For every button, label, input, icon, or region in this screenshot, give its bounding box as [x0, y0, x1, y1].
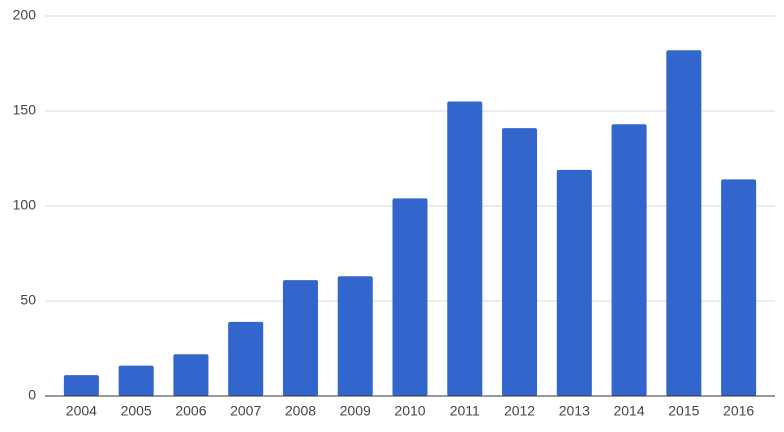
x-tick-label: 2015	[668, 403, 699, 419]
bar	[118, 365, 154, 396]
y-tick-label: 50	[20, 292, 36, 308]
y-tick-label: 100	[13, 197, 37, 213]
x-tick-label: 2005	[121, 403, 152, 419]
x-tick-label: 2009	[340, 403, 371, 419]
bar	[611, 124, 647, 397]
bar	[447, 101, 483, 396]
x-tick-label: 2006	[175, 403, 206, 419]
bar	[556, 169, 592, 396]
y-tick-label: 0	[28, 387, 36, 403]
bar	[63, 375, 99, 396]
bar	[282, 280, 318, 396]
x-tick-label: 2007	[230, 403, 261, 419]
x-tick-label: 2012	[504, 403, 535, 419]
x-tick-label: 2004	[66, 403, 97, 419]
y-tick-label: 200	[13, 7, 37, 23]
x-tick-label: 2013	[559, 403, 590, 419]
bar	[337, 276, 373, 396]
x-tick-label: 2016	[723, 403, 754, 419]
bar	[228, 321, 264, 396]
x-tick-label: 2008	[285, 403, 316, 419]
bar	[666, 50, 702, 396]
bar	[721, 179, 757, 396]
bar	[502, 128, 538, 396]
x-tick-label: 2014	[613, 403, 644, 419]
x-tick-label: 2010	[394, 403, 425, 419]
bar	[392, 198, 428, 396]
y-tick-label: 150	[13, 102, 37, 118]
bar	[173, 354, 209, 396]
x-tick-label: 2011	[450, 403, 480, 419]
